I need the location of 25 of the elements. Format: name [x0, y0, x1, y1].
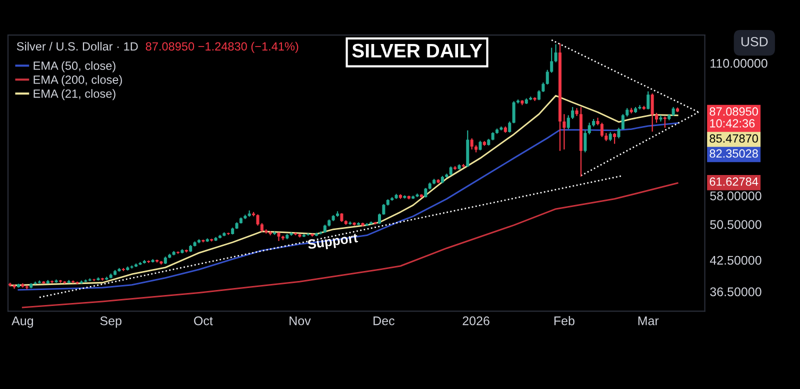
text: 85.47870	[710, 134, 758, 143]
y-tick-label: 110.00000	[710, 58, 768, 68]
text: 61.62784	[710, 177, 758, 186]
text: 87.08950 −1.24830 (−1.41%)	[146, 42, 298, 53]
x-tick-label: Aug	[12, 316, 34, 328]
text: USD	[741, 36, 768, 46]
x-tick-label: 2026	[462, 316, 490, 326]
x-tick-label: Oct	[194, 316, 213, 326]
y-tick-label: 36.50000	[710, 287, 762, 296]
y-tick-label: 50.50000	[710, 220, 762, 229]
y-tick-label: 42.50000	[710, 256, 762, 265]
x-tick-label: Feb	[554, 316, 574, 326]
annotation: Support	[307, 232, 358, 252]
legend-label: EMA (21, close)	[34, 89, 116, 100]
x-tick-label: Mar	[638, 316, 659, 326]
x-tick-label: Dec	[374, 316, 394, 326]
y-tick-label: 58.00000	[710, 191, 762, 200]
chart-title: Silver / U.S. Dollar · 1D	[16, 42, 138, 51]
text: 82.35028	[710, 149, 758, 158]
x-tick-label: Nov	[290, 316, 311, 326]
text: 87.08950 10:42:36	[710, 107, 758, 128]
legend-label: EMA (50, close)	[34, 61, 116, 72]
annotation: SILVER DAILY	[352, 44, 482, 58]
x-tick-label: Sep	[100, 316, 122, 328]
legend-label: EMA (200, close)	[34, 75, 122, 86]
